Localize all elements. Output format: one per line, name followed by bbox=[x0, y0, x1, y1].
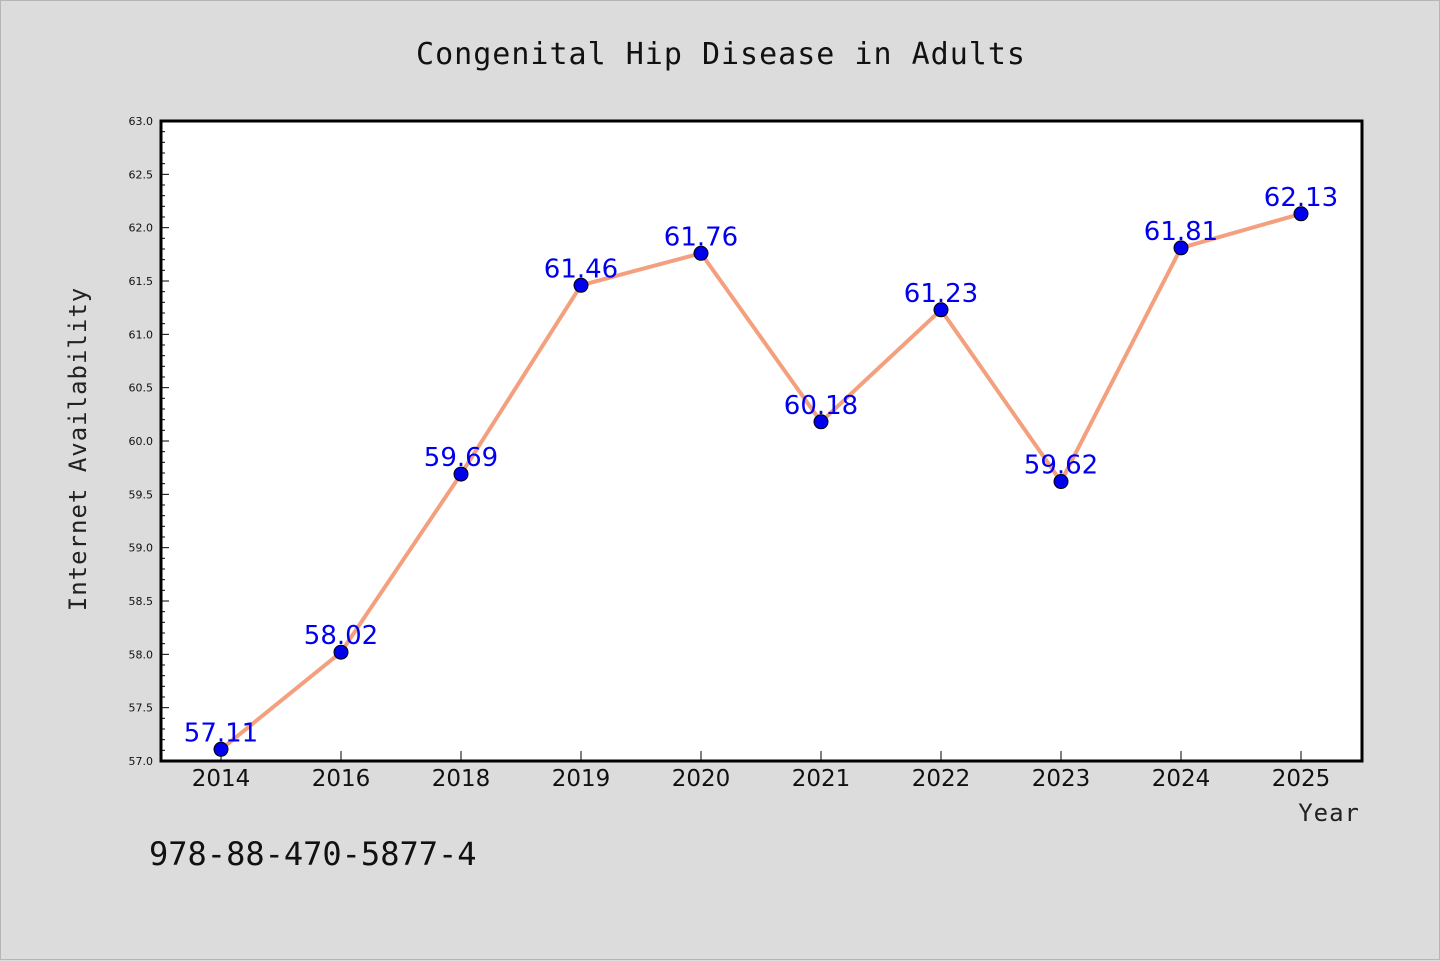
data-point bbox=[453, 466, 469, 482]
data-point bbox=[213, 741, 229, 757]
x-tick-label: 2014 bbox=[192, 766, 251, 792]
data-point bbox=[1173, 240, 1189, 256]
series-line bbox=[219, 211, 1302, 751]
data-label: 61.81 bbox=[1144, 217, 1218, 247]
x-tick-label: 2016 bbox=[312, 766, 371, 792]
isbn-text: 978-88-470-5877-4 bbox=[149, 835, 477, 873]
y-tick-label: 62.0 bbox=[129, 222, 154, 235]
x-tick-label: 2024 bbox=[1152, 766, 1211, 792]
x-tick-label: 2021 bbox=[792, 766, 851, 792]
y-tick-label: 61.0 bbox=[129, 328, 154, 341]
data-label: 61.76 bbox=[664, 222, 738, 252]
y-axis-label: Internet Availability bbox=[64, 287, 92, 611]
data-point bbox=[333, 644, 349, 660]
data-label: 59.69 bbox=[424, 443, 498, 473]
y-tick-label: 59.5 bbox=[129, 488, 154, 501]
data-point bbox=[1293, 206, 1309, 222]
x-tick-label: 2022 bbox=[912, 766, 971, 792]
data-point bbox=[573, 277, 589, 293]
x-tick-label: 2023 bbox=[1032, 766, 1091, 792]
y-tick-label: 60.0 bbox=[129, 435, 154, 448]
y-tick-label: 60.5 bbox=[129, 382, 154, 395]
data-point bbox=[933, 302, 949, 318]
data-point bbox=[693, 245, 709, 261]
y-tick-label: 63.0 bbox=[129, 115, 154, 128]
data-label: 60.18 bbox=[784, 391, 858, 421]
x-tick-label: 2019 bbox=[552, 766, 611, 792]
y-tick-label: 58.5 bbox=[129, 595, 154, 608]
data-label: 61.46 bbox=[544, 254, 618, 284]
plot-area bbox=[159, 119, 1364, 763]
y-tick-label: 62.5 bbox=[129, 168, 154, 181]
series-group: 57.11 58.02 59.69 61.46 61.76 60.18 61.23 59.62… bbox=[184, 183, 1338, 757]
data-label: 58.02 bbox=[304, 621, 378, 651]
data-label: 61.23 bbox=[904, 279, 978, 309]
x-axis: 2014 2016 2018 2019 2020 2021 2022 2023 2024 2025 bbox=[192, 751, 1331, 792]
x-tick-label: 2018 bbox=[432, 766, 491, 792]
y-tick-label: 59.0 bbox=[129, 542, 154, 555]
data-point bbox=[813, 414, 829, 430]
data-label: 57.11 bbox=[184, 718, 258, 748]
chart-title: Congenital Hip Disease in Adults bbox=[416, 37, 1026, 72]
x-tick-label: 2025 bbox=[1272, 766, 1331, 792]
y-tick-label: 57.0 bbox=[129, 755, 154, 768]
x-tick-label: 2020 bbox=[672, 766, 731, 792]
x-axis-label: Year bbox=[1298, 799, 1360, 827]
y-tick-label: 61.5 bbox=[129, 275, 154, 288]
data-label: 59.62 bbox=[1024, 451, 1098, 481]
data-point bbox=[1053, 474, 1069, 490]
data-label: 62.13 bbox=[1264, 183, 1338, 213]
y-tick-label: 58.0 bbox=[129, 648, 154, 661]
y-tick-label: 57.5 bbox=[129, 702, 154, 715]
y-axis: 57.0 57.5 58.0 58.5 59.0 59.5 60.0 60.5 61.0 61.5… bbox=[129, 115, 169, 768]
